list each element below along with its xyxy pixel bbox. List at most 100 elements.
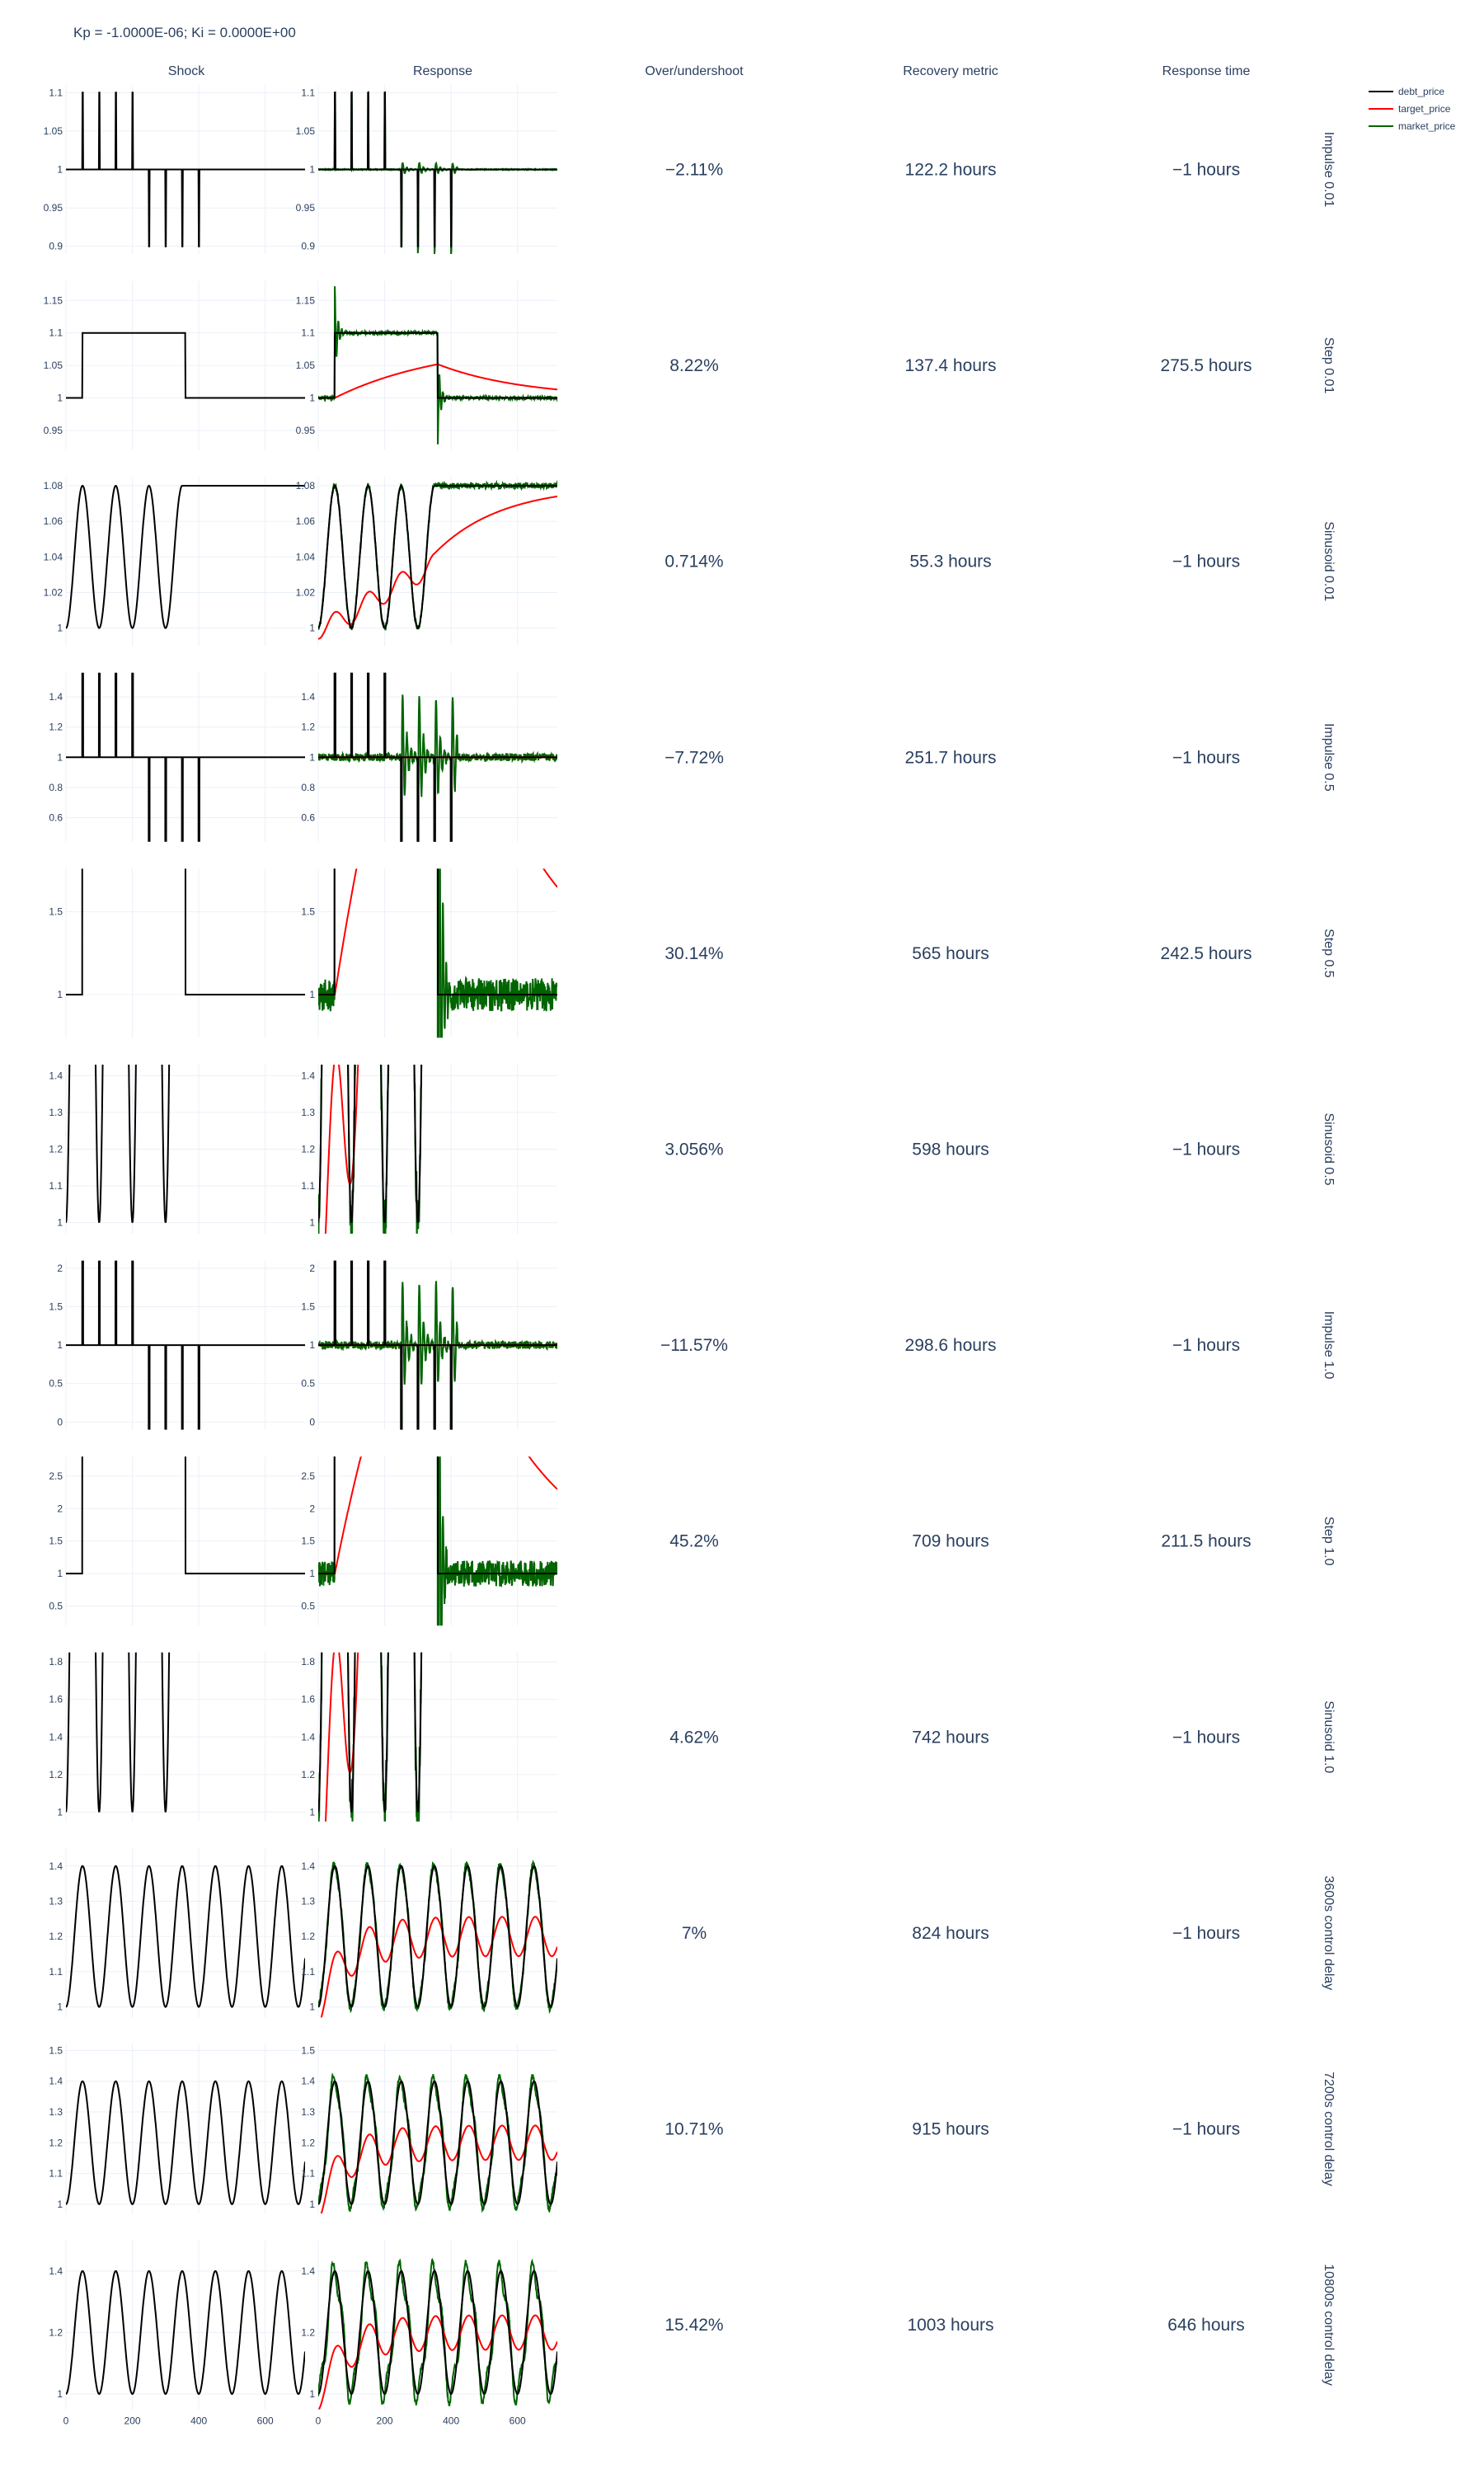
debt-price-series-response-row-12 (318, 2269, 557, 2396)
overshoot-value-row-4: −7.72% (665, 748, 724, 767)
response-panel-row-4-ytick-label: 1.4 (301, 691, 315, 703)
response-panel-row-12-ytick-label: 1.2 (301, 2326, 315, 2338)
target-price-series-row-3 (318, 495, 557, 640)
overshoot-value-row-3: 0.714% (665, 553, 723, 571)
legend-item-market-price[interactable]: market_price (1369, 117, 1455, 134)
response-panel-row-4-ytick-label: 1.2 (301, 722, 315, 733)
shock-panel-row-1-ytick-label: 0.9 (49, 241, 63, 252)
shock-panel-row-7-ytick-label: 0 (57, 1416, 63, 1427)
legend-label-target-price: target_price (1398, 102, 1451, 115)
shock-panel-row-10-ytick-label: 1.3 (49, 1895, 63, 1907)
response-time-value-row-2: 275.5 hours (1161, 356, 1252, 375)
row-label-9: Sinusoid 1.0 (1322, 1700, 1336, 1773)
response-panel-row-7-ytick-label: 1.5 (301, 1301, 315, 1313)
shock-panel-row-3-ytick-label: 1.08 (44, 480, 63, 492)
response-time-value-row-7: −1 hours (1172, 1336, 1240, 1355)
shock-panel-row-8-ytick-label: 0.5 (49, 1601, 63, 1612)
recovery-metric-value-row-11: 915 hours (912, 2120, 989, 2139)
response-panel-row-10-ytick-label: 1.2 (301, 1931, 315, 1942)
response-panel-row-5-ytick-label: 1.5 (301, 906, 315, 918)
shock-panel-row-9-ytick-label: 1.2 (49, 1769, 63, 1780)
recovery-metric-value-row-8: 709 hours (912, 1532, 989, 1551)
shock-panel-row-8-ytick-label: 2 (57, 1503, 63, 1514)
response-time-value-row-3: −1 hours (1172, 553, 1240, 571)
shock-panel-row-12-xtick-label: 600 (257, 2415, 274, 2427)
recovery-metric-value-row-10: 824 hours (912, 1924, 989, 1943)
column-header-shock: Shock (167, 64, 205, 78)
response-time-value-row-11: −1 hours (1172, 2120, 1240, 2139)
shock-panel-row-9-ytick-label: 1.4 (49, 1731, 63, 1743)
debt-price-series-response-row-1 (318, 92, 557, 247)
shock-panel-row-7-ytick-label: 1.5 (49, 1301, 63, 1313)
legend-swatch-debt-price (1369, 90, 1393, 92)
debt-price-series-response-row-2 (318, 332, 557, 399)
response-panel-row-9-ytick-label: 1 (309, 1806, 315, 1818)
response-panel-row-3-ytick-label: 1.02 (296, 586, 316, 598)
response-panel-row-6-ytick-label: 1.2 (301, 1144, 315, 1155)
response-panel-row-9-ytick-label: 1.2 (301, 1769, 315, 1780)
legend-item-debt-price[interactable]: debt_price (1369, 82, 1455, 100)
overshoot-value-row-1: −2.11% (665, 161, 723, 180)
response-panel-row-8-ytick-label: 1.5 (301, 1536, 315, 1547)
recovery-metric-value-row-1: 122.2 hours (905, 161, 997, 180)
shock-panel-row-6-ytick-label: 1.4 (49, 1070, 63, 1081)
shock-panel-row-4-ytick-label: 1 (57, 751, 63, 763)
shock-panel-row-10-ytick-label: 1.1 (49, 1966, 63, 1978)
debt-price-series-response-row-6 (318, 1065, 423, 1223)
response-panel-row-12-xtick-label: 200 (377, 2415, 393, 2427)
target-price-series-row-12 (318, 2314, 557, 2410)
response-panel-row-1-ytick-label: 0.95 (296, 202, 316, 214)
legend-item-target-price[interactable]: target_price (1369, 100, 1455, 117)
debt-price-series-shock-row-6 (66, 1065, 171, 1223)
response-panel-row-2-ytick-label: 1 (309, 393, 315, 404)
row-label-5: Step 0.5 (1322, 929, 1336, 978)
shock-panel-row-4-ytick-label: 0.8 (49, 782, 63, 793)
shock-panel-row-1-ytick-label: 1 (57, 164, 63, 176)
shock-panel-row-9-ytick-label: 1.8 (49, 1656, 63, 1667)
shock-panel-row-2-ytick-label: 1.15 (44, 294, 63, 306)
response-panel-row-6-ytick-label: 1 (309, 1217, 315, 1229)
debt-price-series-shock-row-3 (66, 484, 305, 629)
response-panel-row-6-ytick-label: 1.3 (301, 1107, 315, 1118)
figure-title: Kp = -1.0000E-06; Ki = 0.0000E+00 (73, 25, 296, 40)
response-panel-row-6-ytick-label: 1.4 (301, 1070, 315, 1081)
row-label-12: 10800s control delay (1322, 2264, 1336, 2386)
response-time-value-row-1: −1 hours (1172, 161, 1240, 180)
response-panel-row-3-ytick-label: 1.06 (296, 515, 316, 527)
response-panel-row-11-ytick-label: 1.3 (301, 2106, 315, 2118)
shock-panel-row-2-ytick-label: 1.1 (49, 327, 63, 339)
response-panel-row-10-ytick-label: 1 (309, 2001, 315, 2013)
response-panel-row-2-ytick-label: 0.95 (296, 425, 316, 436)
response-panel-row-12-xtick-label: 600 (510, 2415, 526, 2427)
shock-panel-row-5-ytick-label: 1 (57, 989, 63, 1000)
response-panel-row-12-ytick-label: 1.4 (301, 2265, 315, 2277)
column-header-overshoot: Over/undershoot (645, 64, 744, 78)
shock-panel-row-6-ytick-label: 1 (57, 1217, 63, 1229)
row-label-4: Impulse 0.5 (1322, 723, 1336, 792)
legend[interactable]: debt_price target_price market_price (1369, 82, 1455, 134)
response-panel-row-2-ytick-label: 1.05 (296, 360, 316, 371)
shock-panel-row-4-ytick-label: 1.2 (49, 722, 63, 733)
row-label-2: Step 0.01 (1322, 337, 1336, 394)
response-panel-row-9-ytick-label: 1.6 (301, 1694, 315, 1705)
response-panel-row-10-ytick-label: 1.4 (301, 1860, 315, 1872)
overshoot-value-row-5: 30.14% (665, 944, 723, 963)
recovery-metric-value-row-12: 1003 hours (907, 2316, 993, 2335)
row-label-11: 7200s control delay (1322, 2072, 1336, 2186)
debt-price-series-response-row-5 (318, 868, 557, 996)
shock-panel-row-7-ytick-label: 1 (57, 1339, 63, 1351)
response-panel-row-3-ytick-label: 1.04 (296, 551, 316, 562)
shock-panel-row-11-ytick-label: 1.1 (49, 2168, 63, 2180)
shock-panel-row-3-ytick-label: 1.02 (44, 586, 63, 598)
response-panel-row-1-ytick-label: 0.9 (301, 241, 315, 252)
debt-price-series-shock-row-11 (66, 2080, 305, 2205)
overshoot-value-row-7: −11.57% (660, 1336, 728, 1355)
debt-price-series-response-row-8 (318, 1456, 557, 1575)
shock-panel-row-2-ytick-label: 1.05 (44, 360, 63, 371)
overshoot-value-row-12: 15.42% (665, 2316, 723, 2335)
overshoot-value-row-11: 10.71% (665, 2120, 723, 2139)
shock-panel-row-3-ytick-label: 1.04 (44, 551, 63, 562)
shock-panel-row-2-ytick-label: 1 (57, 393, 63, 404)
row-label-8: Step 1.0 (1322, 1517, 1336, 1566)
response-panel-row-11-ytick-label: 1.4 (301, 2076, 315, 2087)
